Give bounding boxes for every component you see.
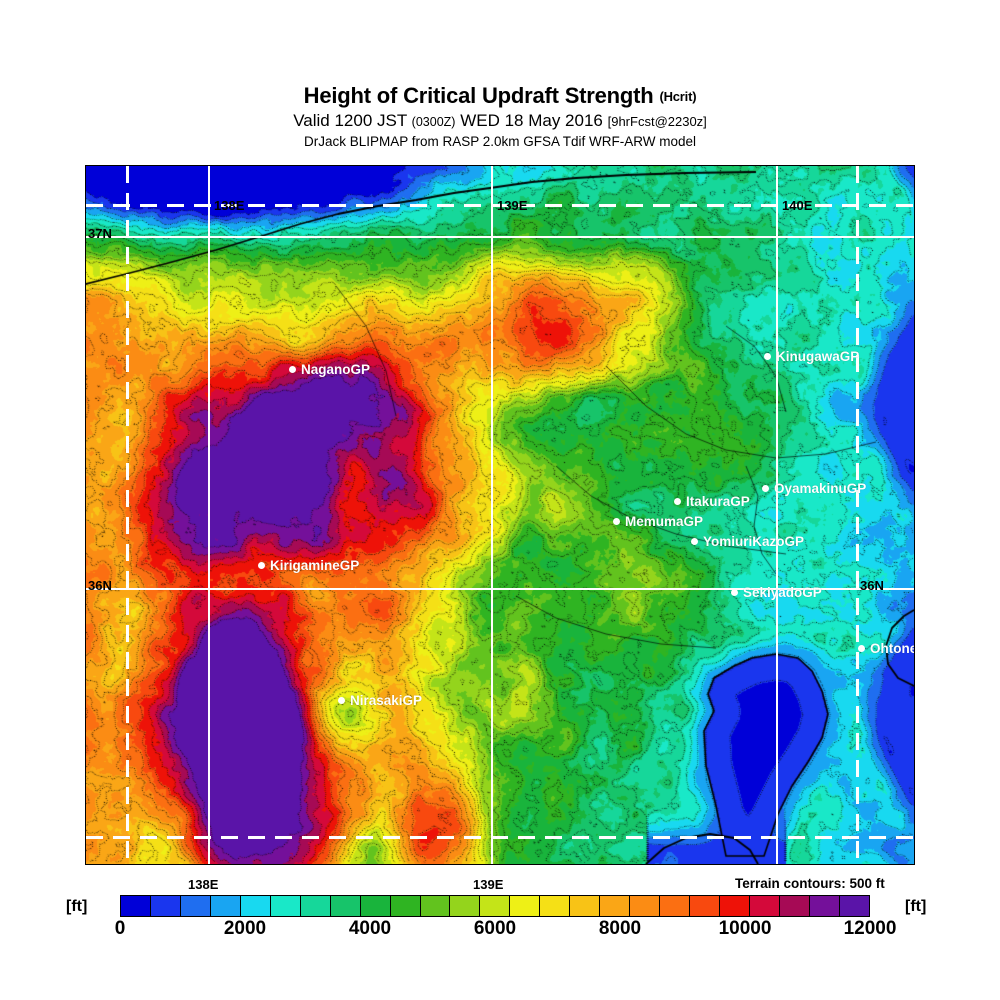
gridline-lon-138e — [208, 166, 210, 864]
domain-boundary-left — [126, 166, 129, 864]
terrain-contour-note: Terrain contours: 500 ft — [735, 876, 885, 891]
station-label: YomiuriKazoGP — [703, 534, 805, 549]
colorbar-unit-right: [ft] — [905, 898, 927, 915]
colorbar-swatch-13 — [510, 896, 541, 916]
station-marker-memumagp[interactable]: MemumaGP — [613, 514, 703, 529]
station-dot-icon — [289, 366, 296, 373]
station-dot-icon — [613, 518, 620, 525]
colorbar-tick-0: 0 — [114, 918, 126, 939]
station-label: Ohtone — [870, 641, 915, 656]
station-marker-oyamakinugp[interactable]: OyamakinuGP — [762, 481, 866, 496]
station-dot-icon — [674, 498, 681, 505]
valid-time: Valid 1200 JST — [293, 111, 407, 130]
domain-boundary-right — [856, 166, 859, 864]
colorbar-swatch-17 — [630, 896, 661, 916]
colorbar-swatch-8 — [360, 896, 391, 916]
colorbar[interactable] — [120, 895, 870, 917]
station-dot-icon — [731, 589, 738, 596]
station-marker-yomiurikazogp[interactable]: YomiuriKazoGP — [691, 534, 804, 549]
station-label: OyamakinuGP — [774, 481, 867, 496]
station-marker-itakuragp[interactable]: ItakuraGP — [674, 494, 750, 509]
colorbar-swatch-18 — [660, 896, 691, 916]
axis-label-138e-bottom: 138E — [188, 877, 219, 892]
station-label: NaganoGP — [301, 362, 371, 377]
main-title-text: Height of Critical Updraft Strength — [303, 83, 654, 108]
station-label: ItakuraGP — [686, 494, 750, 509]
station-marker-sekiyadogp[interactable]: SekiyadoGP — [731, 585, 822, 600]
map-tick-138e-top: 138E — [214, 198, 245, 213]
gridline-lon-140e — [776, 166, 778, 864]
valid-time-line: Valid 1200 JST (0300Z) WED 18 May 2016 [… — [0, 111, 1000, 132]
colorbar-swatch-23 — [809, 896, 840, 916]
domain-boundary-top — [86, 204, 914, 207]
station-dot-icon — [258, 562, 265, 569]
station-label: SekiyadoGP — [743, 585, 822, 600]
colorbar-swatch-1 — [150, 896, 181, 916]
station-marker-nirasakigp[interactable]: NirasakiGP — [338, 693, 422, 708]
station-label: MemumaGP — [625, 514, 704, 529]
map-tick-36n-left: 36N — [88, 578, 112, 593]
colorbar-swatch-3 — [210, 896, 241, 916]
axis-label-139e-bottom: 139E — [473, 877, 504, 892]
station-marker-kinugawagp[interactable]: KinugawaGP — [764, 349, 859, 364]
colorbar-swatch-16 — [600, 896, 631, 916]
colorbar-tick-2000: 2000 — [223, 918, 267, 939]
station-dot-icon — [764, 353, 771, 360]
forecast-hour: [9hrFcst@2230z] — [607, 114, 707, 129]
colorbar-tick-labels: 0 2000 4000 6000 8000 10000 12000 — [115, 918, 897, 942]
station-dot-icon — [691, 538, 698, 545]
station-label: KirigamineGP — [270, 558, 360, 573]
main-title-superscript: (Hcrit) — [659, 89, 697, 104]
domain-boundary-bottom — [86, 836, 914, 839]
colorbar-swatch-14 — [540, 896, 571, 916]
colorbar-tick-8000: 8000 — [598, 918, 642, 939]
map-panel[interactable]: 138E 139E 140E 37N 36N 36N NaganoGP Kinu… — [85, 165, 915, 865]
model-source-line: DrJack BLIPMAP from RASP 2.0km GFSA Tdif… — [303, 134, 697, 149]
map-tick-139e-top: 139E — [497, 198, 528, 213]
colorbar-tick-10000: 10000 — [718, 918, 772, 939]
colorbar-swatch-19 — [690, 896, 721, 916]
station-marker-naganogp[interactable]: NaganoGP — [289, 362, 370, 377]
gridline-lon-139e — [491, 166, 493, 864]
colorbar-swatch-15 — [570, 896, 601, 916]
valid-date: WED 18 May 2016 — [460, 111, 603, 130]
map-tick-140e-top: 140E — [782, 198, 813, 213]
colorbar-swatch-22 — [779, 896, 810, 916]
colorbar-swatch-21 — [750, 896, 780, 916]
colorbar-swatch-9 — [390, 896, 421, 916]
station-label: KinugawaGP — [776, 349, 860, 364]
gridline-lat-36n — [86, 588, 914, 590]
station-dot-icon — [858, 645, 865, 652]
colorbar-swatch-6 — [300, 896, 331, 916]
station-marker-ohtone[interactable]: Ohtone — [858, 641, 915, 656]
station-label: NirasakiGP — [350, 693, 423, 708]
colorbar-swatch-7 — [330, 896, 361, 916]
colorbar-swatch-12 — [480, 896, 511, 916]
colorbar-swatch-4 — [240, 896, 271, 916]
colorbar-unit-left: [ft] — [66, 898, 88, 915]
terrain-heatmap-canvas — [86, 166, 914, 864]
colorbar-swatch-5 — [270, 896, 301, 916]
colorbar-tick-6000: 6000 — [473, 918, 517, 939]
page-title: Height of Critical Updraft Strength (Hcr… — [0, 84, 1000, 109]
station-dot-icon — [762, 485, 769, 492]
valid-time-utc: (0300Z) — [411, 115, 456, 129]
map-tick-36n-right: 36N — [860, 578, 884, 593]
map-tick-37n-left: 37N — [88, 226, 112, 241]
colorbar-swatch-11 — [450, 896, 481, 916]
station-marker-kirigaminegp[interactable]: KirigamineGP — [258, 558, 359, 573]
colorbar-swatch-20 — [720, 896, 751, 916]
title-block: Height of Critical Updraft Strength (Hcr… — [0, 84, 1000, 150]
colorbar-swatch-24 — [839, 896, 869, 916]
colorbar-swatch-2 — [180, 896, 211, 916]
colorbar-swatch-0 — [121, 896, 151, 916]
station-dot-icon — [338, 697, 345, 704]
colorbar-tick-12000: 12000 — [843, 918, 897, 939]
colorbar-swatch-10 — [420, 896, 451, 916]
gridline-lat-37n — [86, 236, 914, 238]
colorbar-tick-4000: 4000 — [348, 918, 392, 939]
